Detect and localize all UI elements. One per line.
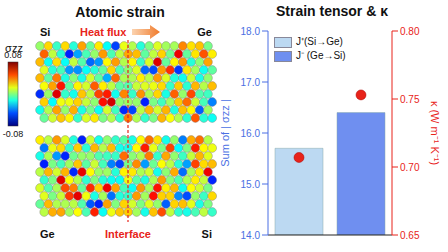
svg-text:Ge: Ge [40,228,55,240]
svg-text:κ (W m⁻¹ K⁻¹): κ (W m⁻¹ K⁻¹) [429,101,441,165]
svg-text:17.0: 17.0 [241,77,261,88]
svg-text:Atomic strain: Atomic strain [75,4,164,20]
svg-text:14.0: 14.0 [241,230,261,241]
svg-text:Interface: Interface [105,228,151,240]
svg-text:Si: Si [202,228,212,240]
svg-text:Ge: Ge [197,26,212,38]
svg-text:Si: Si [40,26,50,38]
svg-text:0.65: 0.65 [400,230,420,241]
svg-text:σzz: σzz [5,42,23,54]
svg-text:16.0: 16.0 [241,128,261,139]
svg-text:0.70: 0.70 [400,162,420,173]
svg-text:-0.08: -0.08 [3,129,24,139]
html-text:J⁻ (Ge→Si): J⁻ (Ge→Si) [296,50,346,61]
svg-text:18.0: 18.0 [241,26,261,37]
svg-text:0.75: 0.75 [400,94,420,105]
html-text:J⁺(Si→Ge): J⁺(Si→Ge) [296,36,343,47]
svg-text:Heat flux: Heat flux [80,26,127,38]
svg-text:0.80: 0.80 [400,26,420,37]
svg-text:15.0: 15.0 [241,179,261,190]
svg-text:Sum of | σzz |: Sum of | σzz | [219,99,231,167]
svg-text:0.08: 0.08 [4,50,22,60]
html-text:Strain tensor & κ: Strain tensor & κ [276,3,388,19]
